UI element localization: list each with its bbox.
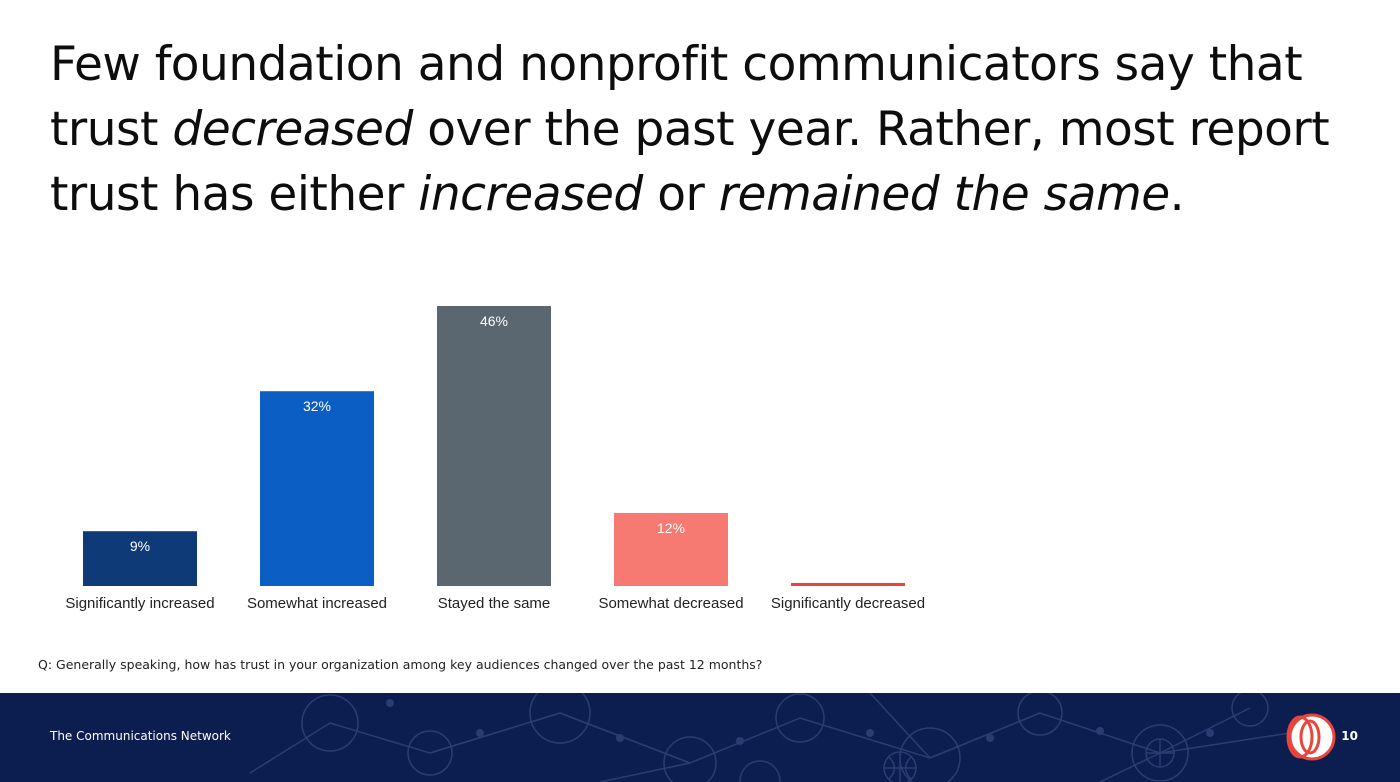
category-label: Significantly increased <box>65 595 214 612</box>
title-line-3-end: . <box>1169 167 1185 222</box>
title-line-3-mid: or <box>642 167 719 222</box>
footer-organization-name: The Communications Network <box>50 729 231 743</box>
footer-bar: The Communications Network 10 <box>0 693 1400 782</box>
category-label: Somewhat increased <box>247 595 387 612</box>
survey-question: Q: Generally speaking, how has trust in … <box>38 657 763 672</box>
title-line-1: Few foundation and nonprofit communicato… <box>50 37 1303 92</box>
title-line-2-end: over the past year. Rather, most report <box>412 102 1330 157</box>
communications-network-logo-icon <box>1286 713 1336 761</box>
bar-significantly-decreased <box>791 582 905 586</box>
data-label: 12% <box>657 520 685 536</box>
title-line-2-start: trust <box>50 102 173 157</box>
bar-somewhat-decreased <box>614 512 728 586</box>
bar-stayed-the-same <box>437 306 551 586</box>
title-line-3-start: trust has either <box>50 167 419 222</box>
data-label: 32% <box>303 398 331 414</box>
title-emphasis-decreased: decreased <box>172 102 413 157</box>
category-label: Stayed the same <box>438 595 551 612</box>
data-label: 9% <box>130 538 150 554</box>
network-pattern-decoration <box>249 693 1291 782</box>
bar-significantly-increased <box>83 531 197 586</box>
title-emphasis-increased: increased <box>418 167 643 222</box>
page-number: 10 <box>1341 729 1358 743</box>
data-label: 46% <box>480 313 508 329</box>
title-emphasis-remained: remained the same <box>718 167 1170 222</box>
category-label: Somewhat decreased <box>598 595 743 612</box>
bar-chart: 9% Significantly increased 32% Somewhat inc… <box>65 306 925 612</box>
category-label: Significantly decreased <box>771 595 925 612</box>
page-title: Few foundation and nonprofit communicato… <box>50 32 1370 227</box>
bar-somewhat-increased <box>260 391 374 586</box>
